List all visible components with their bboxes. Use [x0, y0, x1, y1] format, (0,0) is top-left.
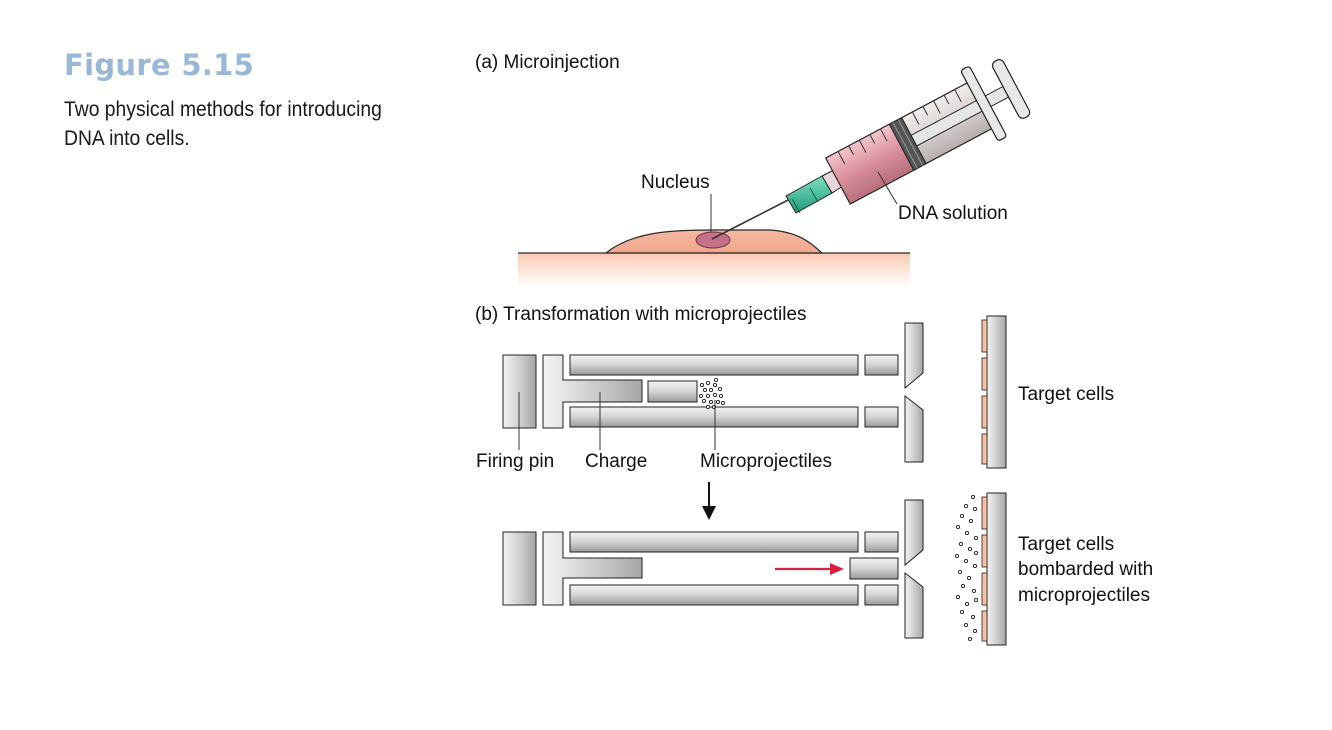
dna-solution-leader-line — [877, 171, 898, 205]
particle-gun-after — [502, 499, 924, 639]
panel-a-heading: (a) Microinjection — [475, 52, 620, 73]
target-cell — [981, 496, 988, 530]
motion-arrow — [775, 563, 844, 575]
target-cell — [981, 395, 988, 429]
culture-dish — [518, 252, 910, 287]
panel-b-heading: (b) Transformation with microprojectiles — [475, 304, 807, 325]
stop-plate-bottom — [864, 406, 899, 428]
target-cells-label: Target cells — [1018, 384, 1114, 405]
target-plate-after — [981, 492, 1007, 646]
stop-plate-top — [864, 354, 899, 376]
target-cell — [981, 433, 988, 465]
deflector-top — [904, 322, 924, 390]
needle — [711, 196, 795, 240]
target-cell — [981, 319, 988, 353]
target-cell — [981, 357, 988, 391]
particle-gun-before — [502, 322, 924, 463]
target-cell — [981, 572, 988, 606]
sequence-arrow — [702, 482, 716, 520]
figure-caption: Two physical methods for introducing DNA… — [64, 98, 382, 150]
barrel-top — [569, 354, 859, 376]
nucleus-label: Nucleus — [641, 172, 710, 193]
microprojectile-cluster — [698, 377, 726, 410]
stop-plate-top — [864, 531, 899, 553]
charge-label: Charge — [585, 451, 647, 472]
barrel-bottom — [569, 406, 859, 428]
syringe — [711, 59, 1031, 240]
deflector-top — [904, 499, 924, 567]
charge — [542, 531, 643, 606]
bombarded-label-line3: microprojectiles — [1018, 585, 1150, 606]
firing-pin-label: Firing pin — [476, 451, 554, 472]
target-plate-before — [981, 315, 1007, 469]
stop-plate-bottom — [864, 584, 899, 606]
macrocarrier — [647, 380, 698, 403]
target-cell — [981, 610, 988, 642]
dna-solution-label: DNA solution — [898, 203, 1008, 224]
firing-pin — [502, 531, 537, 606]
figure-title: Figure 5.15 — [64, 48, 255, 82]
deflector-bottom — [904, 571, 924, 639]
barrel-bottom — [569, 584, 859, 606]
barrel-top — [569, 531, 859, 553]
charge — [542, 354, 643, 429]
deflector-bottom — [904, 394, 924, 463]
macrocarrier-stopped — [849, 557, 899, 580]
flying-microprojectiles — [954, 494, 979, 642]
target-cell — [981, 534, 988, 568]
cell-nucleus — [695, 231, 731, 249]
bombarded-label-line1: Target cells — [1018, 534, 1114, 555]
microprojectiles-label: Microprojectiles — [700, 451, 832, 472]
bombarded-label-line2: bombarded with — [1018, 559, 1153, 580]
